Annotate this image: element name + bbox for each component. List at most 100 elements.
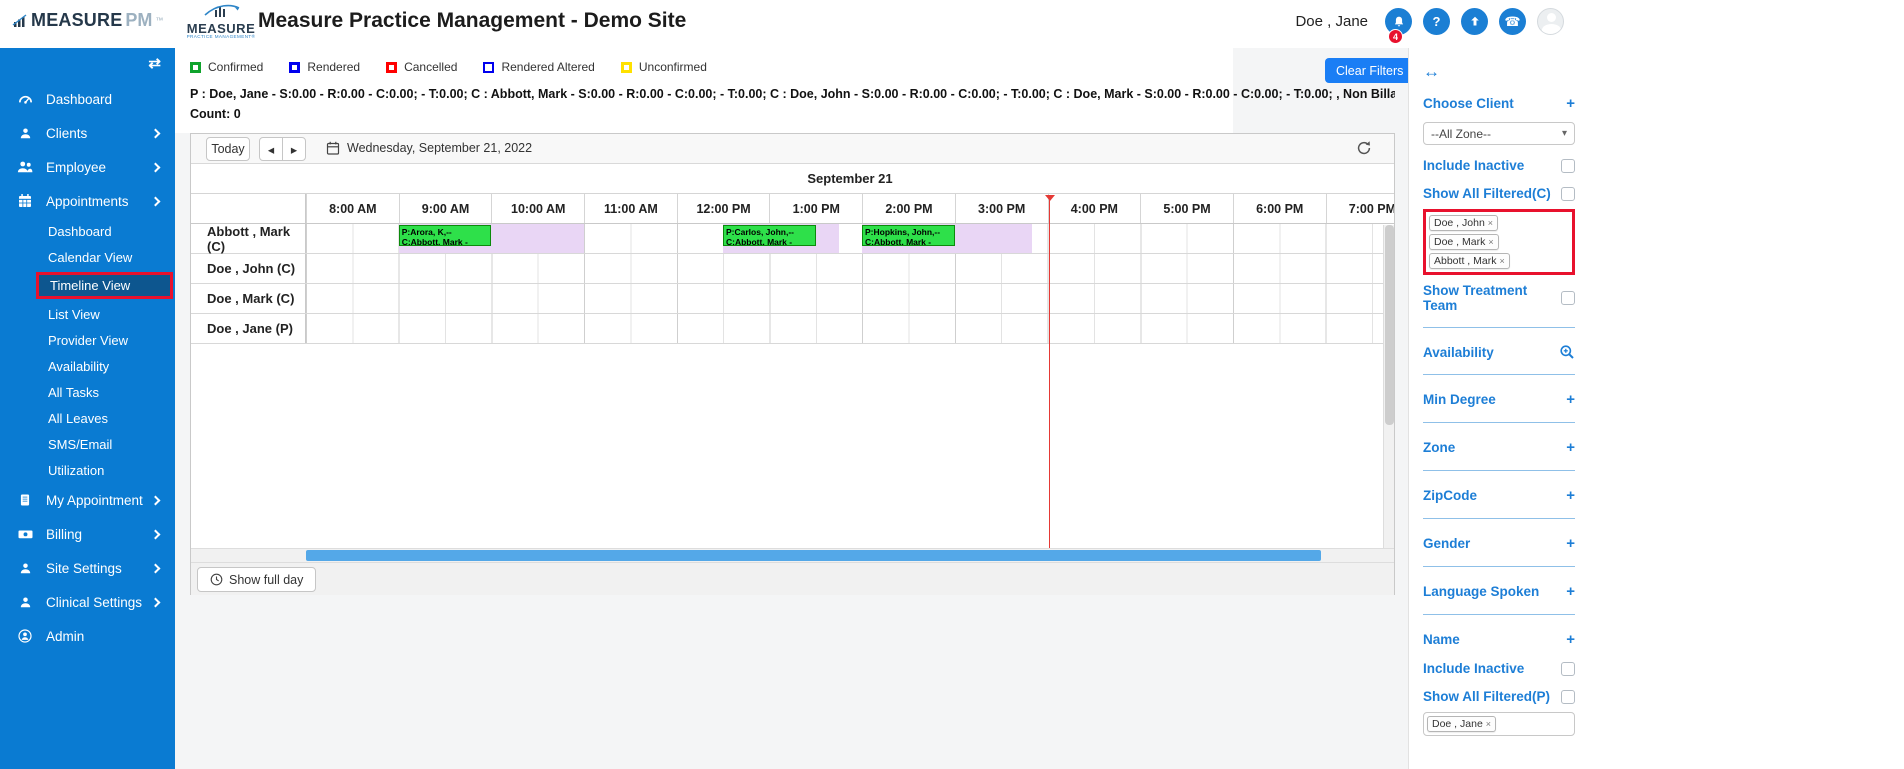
sidebar-item-dashboard[interactable]: Dashboard [0, 82, 175, 116]
zipcode-expand-icon[interactable]: + [1566, 487, 1575, 504]
vertical-scrollbar[interactable] [1383, 225, 1394, 548]
notifications-button[interactable]: 4 [1385, 8, 1412, 44]
top-band: Confirmed Rendered Cancelled Rendered Al… [175, 48, 1395, 133]
resource-row-cells[interactable] [306, 284, 1394, 313]
user-avatar[interactable] [1537, 8, 1564, 35]
banknote-icon [16, 527, 34, 541]
next-day-button[interactable]: ▸ [282, 137, 306, 161]
appointment-block[interactable]: P:Hopkins, John,-- C:Abbott, Mark - [862, 225, 955, 246]
resource-name[interactable]: Doe , Mark (C) [191, 284, 306, 313]
current-date-display[interactable]: Wednesday, September 21, 2022 [326, 141, 532, 155]
sidebar-subitem-all-tasks[interactable]: All Tasks [0, 379, 175, 405]
divider [1423, 327, 1575, 328]
clear-filters-button[interactable]: Clear Filters [1325, 58, 1415, 83]
resource-name[interactable]: Doe , John (C) [191, 254, 306, 283]
sidebar-subitem-sms-email[interactable]: SMS/Email [0, 431, 175, 457]
sidebar-subitem-provider-view[interactable]: Provider View [0, 327, 175, 353]
language-spoken-expand-icon[interactable]: + [1566, 583, 1575, 600]
sidebar-subitem-all-leaves[interactable]: All Leaves [0, 405, 175, 431]
time-slot-header: 2:00 PM [862, 194, 955, 223]
sidebar-item-billing[interactable]: Billing [0, 517, 175, 551]
sidebar-subitem-timeline-view-active[interactable]: Timeline View [36, 272, 173, 299]
sidebar-item-appointments[interactable]: Appointments [0, 184, 175, 218]
close-icon[interactable]: × [1499, 256, 1505, 266]
upload-button[interactable] [1461, 8, 1488, 35]
gender-expand-icon[interactable]: + [1566, 535, 1575, 552]
logo-trademark: ™ [155, 16, 164, 25]
client-chip[interactable]: Doe , John × [1429, 215, 1499, 231]
sidebar-subitem-utilization[interactable]: Utilization [0, 457, 175, 483]
provider-chip[interactable]: Doe , Jane × [1427, 716, 1497, 732]
sidebar-item-employee[interactable]: Employee [0, 150, 175, 184]
min-degree-label: Min Degree [1423, 392, 1496, 407]
subitem-label: List View [48, 306, 100, 322]
sidebar-item-clients[interactable]: Clients [0, 116, 175, 150]
client-chip[interactable]: Doe , Mark × [1429, 234, 1499, 250]
horizontal-scrollbar-thumb[interactable] [306, 550, 1321, 561]
appointment-block[interactable]: P:Carlos, John,-- C:Abbott, Mark - [723, 225, 816, 246]
sidebar-item-label: My Appointment [46, 492, 143, 508]
resource-row-cells[interactable] [306, 254, 1394, 283]
show-treatment-team-checkbox[interactable] [1561, 291, 1575, 305]
sidebar-subitem-list-view[interactable]: List View [0, 301, 175, 327]
horizontal-scrollbar[interactable] [191, 548, 1394, 562]
resource-name[interactable]: Doe , Jane (P) [191, 314, 306, 343]
legend-unconfirmed-swatch [620, 61, 632, 73]
filter-panel: ↔ Choose Client + --All Zone-- ▾ Include… [1408, 48, 1904, 769]
summary-line1: P : Doe, Jane - S:0.00 - R:0.00 - C:0.00… [190, 87, 1395, 101]
sidebar-subitem-calendar-view[interactable]: Calendar View [0, 244, 175, 270]
include-inactive-client-checkbox[interactable] [1561, 158, 1575, 173]
resource-row: Abbott , Mark (C) P:Arora, K,-- C:Abbott… [191, 224, 1394, 254]
sidebar-item-admin[interactable]: Admin [0, 619, 175, 653]
show-all-filtered-client-row: Show All Filtered(C) [1423, 186, 1575, 201]
logged-in-user[interactable]: Doe , Jane [1295, 13, 1368, 30]
time-slot-header: 4:00 PM [1047, 194, 1141, 223]
choose-client-add-icon[interactable]: + [1566, 95, 1575, 112]
show-full-day-button[interactable]: Show full day [197, 567, 317, 592]
zone-select[interactable]: --All Zone-- ▾ [1423, 122, 1575, 145]
client-chip[interactable]: Abbott , Mark × [1429, 253, 1510, 269]
time-slot-header: 5:00 PM [1140, 194, 1233, 223]
zone-expand-icon[interactable]: + [1566, 439, 1575, 456]
refresh-button[interactable] [1356, 140, 1372, 161]
name-expand-icon[interactable]: + [1566, 631, 1575, 648]
resource-row-cells[interactable] [306, 314, 1394, 343]
choose-client-row: Choose Client + [1423, 95, 1575, 112]
chevron-right-icon [150, 128, 161, 138]
vertical-scrollbar-thumb[interactable] [1385, 225, 1394, 425]
today-button[interactable]: Today [206, 137, 250, 161]
prev-day-button[interactable]: ◂ [259, 137, 283, 161]
calendar-icon [16, 193, 34, 209]
close-icon[interactable]: × [1488, 237, 1494, 247]
subitem-label: Dashboard [48, 223, 112, 239]
show-all-filtered-provider-checkbox[interactable] [1561, 689, 1575, 704]
min-degree-expand-icon[interactable]: + [1566, 391, 1575, 408]
sidebar-item-clinical-settings[interactable]: Clinical Settings [0, 585, 175, 619]
gender-label: Gender [1423, 536, 1471, 551]
day-label: September 21 [807, 171, 893, 186]
sidebar-subitem-dashboard[interactable]: Dashboard [0, 218, 175, 244]
close-icon[interactable]: × [1485, 719, 1492, 729]
measure-practice-logo[interactable]: MEASURE PRACTICE MANAGEMENT® [186, 4, 256, 39]
include-inactive-provider-checkbox[interactable] [1561, 661, 1575, 676]
scheduler-toolbar: Today ◂ ▸ Wednesday, September 21, 2022 [191, 134, 1394, 164]
day-header-stub [191, 164, 306, 193]
help-button[interactable]: ? [1423, 8, 1450, 35]
zoom-in-icon[interactable] [1559, 344, 1575, 360]
sidebar-subitem-availability[interactable]: Availability [0, 353, 175, 379]
resource-row-cells[interactable]: P:Arora, K,-- C:Abbott, Mark - 10/09/202… [306, 224, 1394, 253]
measurepm-logo[interactable]: MEASURE PM ™ [12, 10, 163, 31]
sidebar-collapse-icon[interactable]: ⇄ [148, 55, 161, 72]
resource-name[interactable]: Abbott , Mark (C) [191, 224, 306, 254]
clock-icon [210, 573, 223, 586]
appointment-block[interactable]: P:Arora, K,-- C:Abbott, Mark - 10/09/202… [398, 225, 492, 246]
sidebar-item-my-appointment[interactable]: My Appointment [0, 483, 175, 517]
sidebar-item-site-settings[interactable]: Site Settings [0, 551, 175, 585]
include-inactive-provider-row: Include Inactive [1423, 661, 1575, 676]
include-inactive-client-row: Include Inactive [1423, 158, 1575, 173]
call-button[interactable]: ☎ [1499, 8, 1526, 35]
show-treatment-team-label: Show Treatment Team [1423, 283, 1528, 313]
close-icon[interactable]: × [1487, 218, 1494, 228]
show-all-filtered-client-checkbox[interactable] [1561, 186, 1575, 201]
panel-expand-icon[interactable]: ↔ [1423, 62, 1440, 81]
